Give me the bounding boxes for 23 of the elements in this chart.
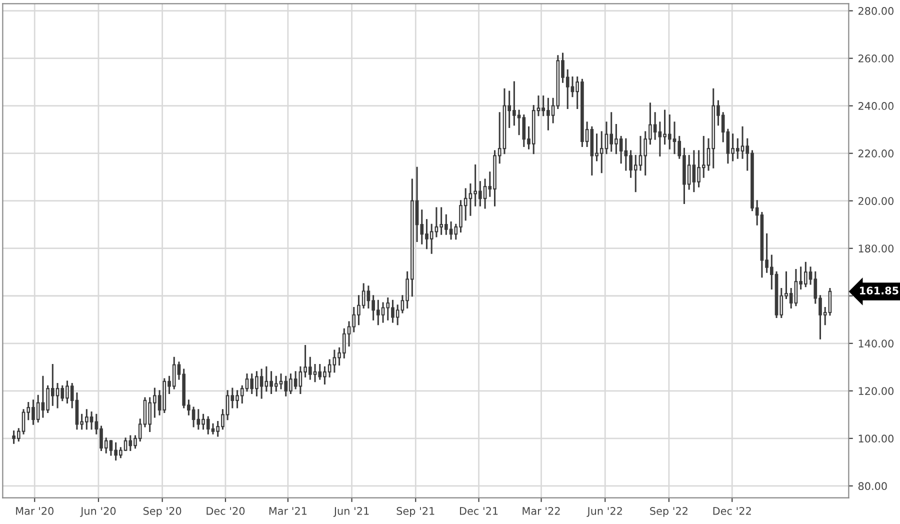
x-tick-label: Sep '21: [396, 507, 434, 517]
y-tick-label: 220.00: [858, 150, 894, 158]
x-tick-label: Mar '22: [522, 507, 560, 515]
x-tick-label: Dec '20: [206, 507, 245, 515]
y-tick-label: 120.00: [858, 387, 894, 395]
y-tick-label: 200.00: [858, 197, 894, 205]
x-tick-label: Jun '21: [333, 507, 369, 517]
x-tick-label: Jun '22: [586, 507, 622, 517]
x-tick-label: Jun '20: [80, 507, 116, 517]
x-tick-label: Sep '22: [650, 507, 688, 517]
y-tick-label: 260.00: [858, 54, 894, 62]
x-tick-label: Dec '22: [713, 507, 751, 515]
y-tick-label: 280.00: [858, 7, 894, 15]
x-tick-label: Mar '20: [16, 507, 54, 515]
x-tick-label: Sep '20: [143, 507, 182, 517]
y-tick-label: 100.00: [858, 434, 894, 443]
annotation: 161.85: [860, 286, 898, 294]
y-tick-label: 140.00: [858, 340, 894, 348]
y-tick-label: 80.00: [858, 482, 887, 490]
y-tick-label: 180.00: [858, 244, 894, 252]
x-tick-label: Mar '21: [269, 507, 307, 515]
x-tick-label: Dec '21: [460, 507, 498, 515]
y-tick-label: 240.00: [858, 102, 894, 110]
